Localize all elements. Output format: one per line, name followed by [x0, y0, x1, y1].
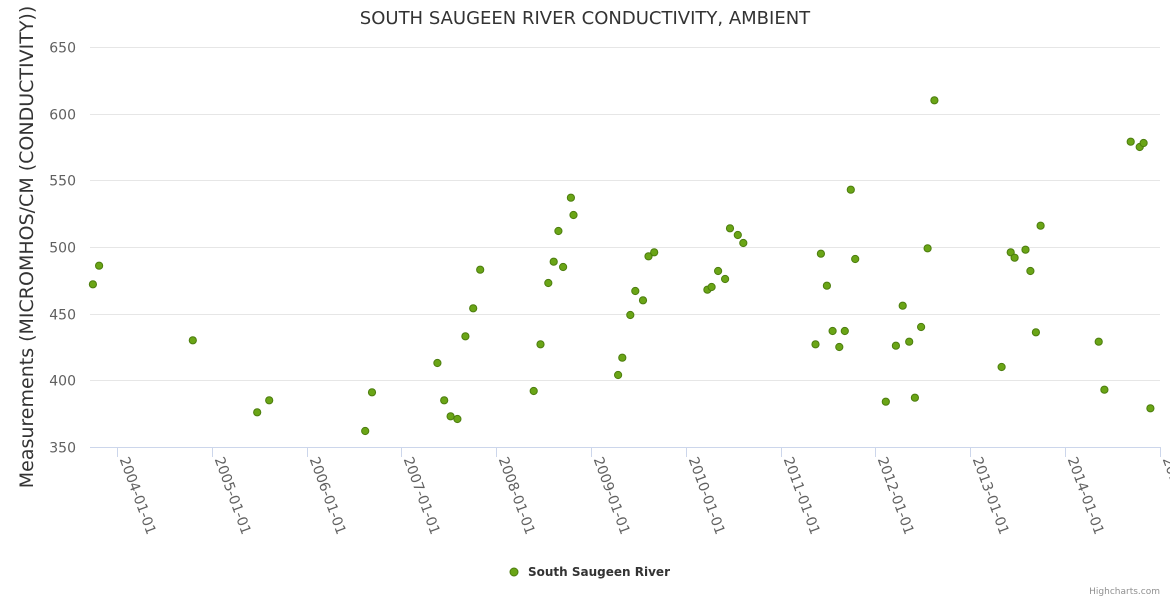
data-point[interactable] — [707, 282, 716, 292]
data-point[interactable] — [644, 252, 653, 261]
data-point[interactable] — [725, 224, 735, 233]
chart-title: SOUTH SAUGEEN RIVER CONDUCTIVITY, AMBIEN… — [360, 8, 811, 29]
x-tick-label: 2012-01-01 — [874, 455, 917, 537]
y-tick-label: 400 — [49, 374, 76, 390]
data-point[interactable] — [898, 301, 907, 310]
data-point[interactable] — [816, 249, 826, 258]
data-point[interactable] — [739, 238, 748, 248]
data-point[interactable] — [549, 257, 558, 266]
data-point[interactable] — [1006, 248, 1015, 257]
data-point[interactable] — [529, 386, 538, 396]
x-tick-label: 2009-01-01 — [590, 455, 633, 537]
data-point[interactable] — [828, 326, 837, 336]
data-point[interactable] — [453, 414, 462, 424]
data-point[interactable] — [88, 280, 98, 289]
y-tick-label: 450 — [49, 308, 76, 324]
data-point[interactable] — [840, 326, 849, 336]
data-point[interactable] — [265, 396, 274, 405]
y-tick-label: 500 — [49, 241, 76, 257]
data-point[interactable] — [536, 340, 545, 349]
data-point[interactable] — [851, 254, 860, 264]
data-point[interactable] — [733, 230, 742, 240]
data-point[interactable] — [367, 388, 377, 397]
x-tick-label: 2011-01-01 — [780, 455, 823, 537]
data-point[interactable] — [721, 274, 730, 284]
x-tick-label: 2004-01-01 — [116, 455, 159, 537]
x-tick-label: 2010-01-01 — [685, 455, 728, 537]
x-tick-label: 2006-01-01 — [306, 455, 349, 537]
y-tick-label: 350 — [49, 441, 76, 457]
data-point[interactable] — [910, 393, 920, 402]
data-point[interactable] — [361, 426, 370, 436]
x-tick-label: 2015-01-01 — [1159, 455, 1170, 537]
data-point[interactable] — [461, 332, 470, 341]
data-point[interactable] — [650, 248, 659, 257]
data-point[interactable] — [614, 370, 623, 380]
data-point[interactable] — [554, 226, 563, 236]
data-point[interactable] — [811, 340, 820, 349]
data-point[interactable] — [1100, 385, 1109, 394]
data-point[interactable] — [714, 266, 723, 276]
data-point[interactable] — [1094, 337, 1103, 346]
data-point[interactable] — [626, 310, 635, 320]
y-tick-label: 650 — [49, 41, 76, 57]
data-point[interactable] — [1010, 253, 1019, 262]
data-point[interactable] — [891, 341, 901, 350]
data-point[interactable] — [188, 336, 197, 345]
data-point[interactable] — [905, 337, 914, 346]
data-point[interactable] — [1031, 328, 1041, 337]
data-point[interactable] — [930, 96, 939, 105]
x-tick-label: 2014-01-01 — [1064, 455, 1107, 537]
data-point[interactable] — [440, 396, 449, 405]
data-point[interactable] — [1139, 138, 1148, 148]
y-axis-ticks: 350 400 450 500 550 600 650 — [49, 41, 76, 457]
data-point[interactable] — [1021, 245, 1030, 254]
data-point[interactable] — [569, 210, 578, 220]
data-point[interactable] — [881, 397, 890, 406]
data-point[interactable] — [638, 296, 648, 305]
legend-label: South Saugeen River — [528, 565, 670, 579]
data-point[interactable] — [822, 281, 832, 290]
data-point[interactable] — [95, 261, 104, 270]
legend-item[interactable]: South Saugeen River — [509, 565, 670, 579]
data-point[interactable] — [446, 412, 455, 421]
data-point[interactable] — [835, 342, 844, 352]
data-point[interactable] — [544, 278, 553, 288]
data-point[interactable] — [618, 353, 627, 362]
data-point[interactable] — [559, 262, 568, 272]
data-point[interactable] — [846, 185, 855, 194]
x-axis-ticks: 2004-01-01 2005-01-01 2006-01-01 2007-01-01… — [116, 447, 1170, 537]
data-point[interactable] — [923, 244, 932, 253]
data-point[interactable] — [1146, 404, 1155, 413]
data-point[interactable] — [917, 322, 926, 332]
data-point[interactable] — [476, 265, 485, 274]
x-tick-label: 2013-01-01 — [969, 455, 1012, 537]
legend-marker-icon — [509, 567, 519, 577]
x-tick-label: 2005-01-01 — [211, 455, 254, 537]
data-point[interactable] — [1126, 137, 1135, 146]
y-tick-label: 550 — [49, 174, 76, 190]
data-point[interactable] — [433, 358, 442, 368]
data-points — [88, 96, 1155, 436]
x-tick-label: 2007-01-01 — [400, 455, 443, 537]
x-tick-label: 2008-01-01 — [495, 455, 538, 537]
credits-link[interactable]: Highcharts.com — [1089, 587, 1160, 597]
data-point[interactable] — [253, 408, 262, 417]
y-tick-label: 600 — [49, 108, 76, 124]
data-point[interactable] — [566, 193, 576, 202]
data-point[interactable] — [631, 286, 640, 296]
y-axis-label: Measurements (MICROMHOS/CM (CONDUCTIVITY… — [16, 6, 38, 489]
data-point[interactable] — [469, 304, 478, 313]
data-point[interactable] — [1026, 266, 1035, 276]
y-gridlines — [90, 47, 1160, 381]
data-point[interactable] — [997, 362, 1006, 372]
data-point[interactable] — [1036, 221, 1045, 230]
